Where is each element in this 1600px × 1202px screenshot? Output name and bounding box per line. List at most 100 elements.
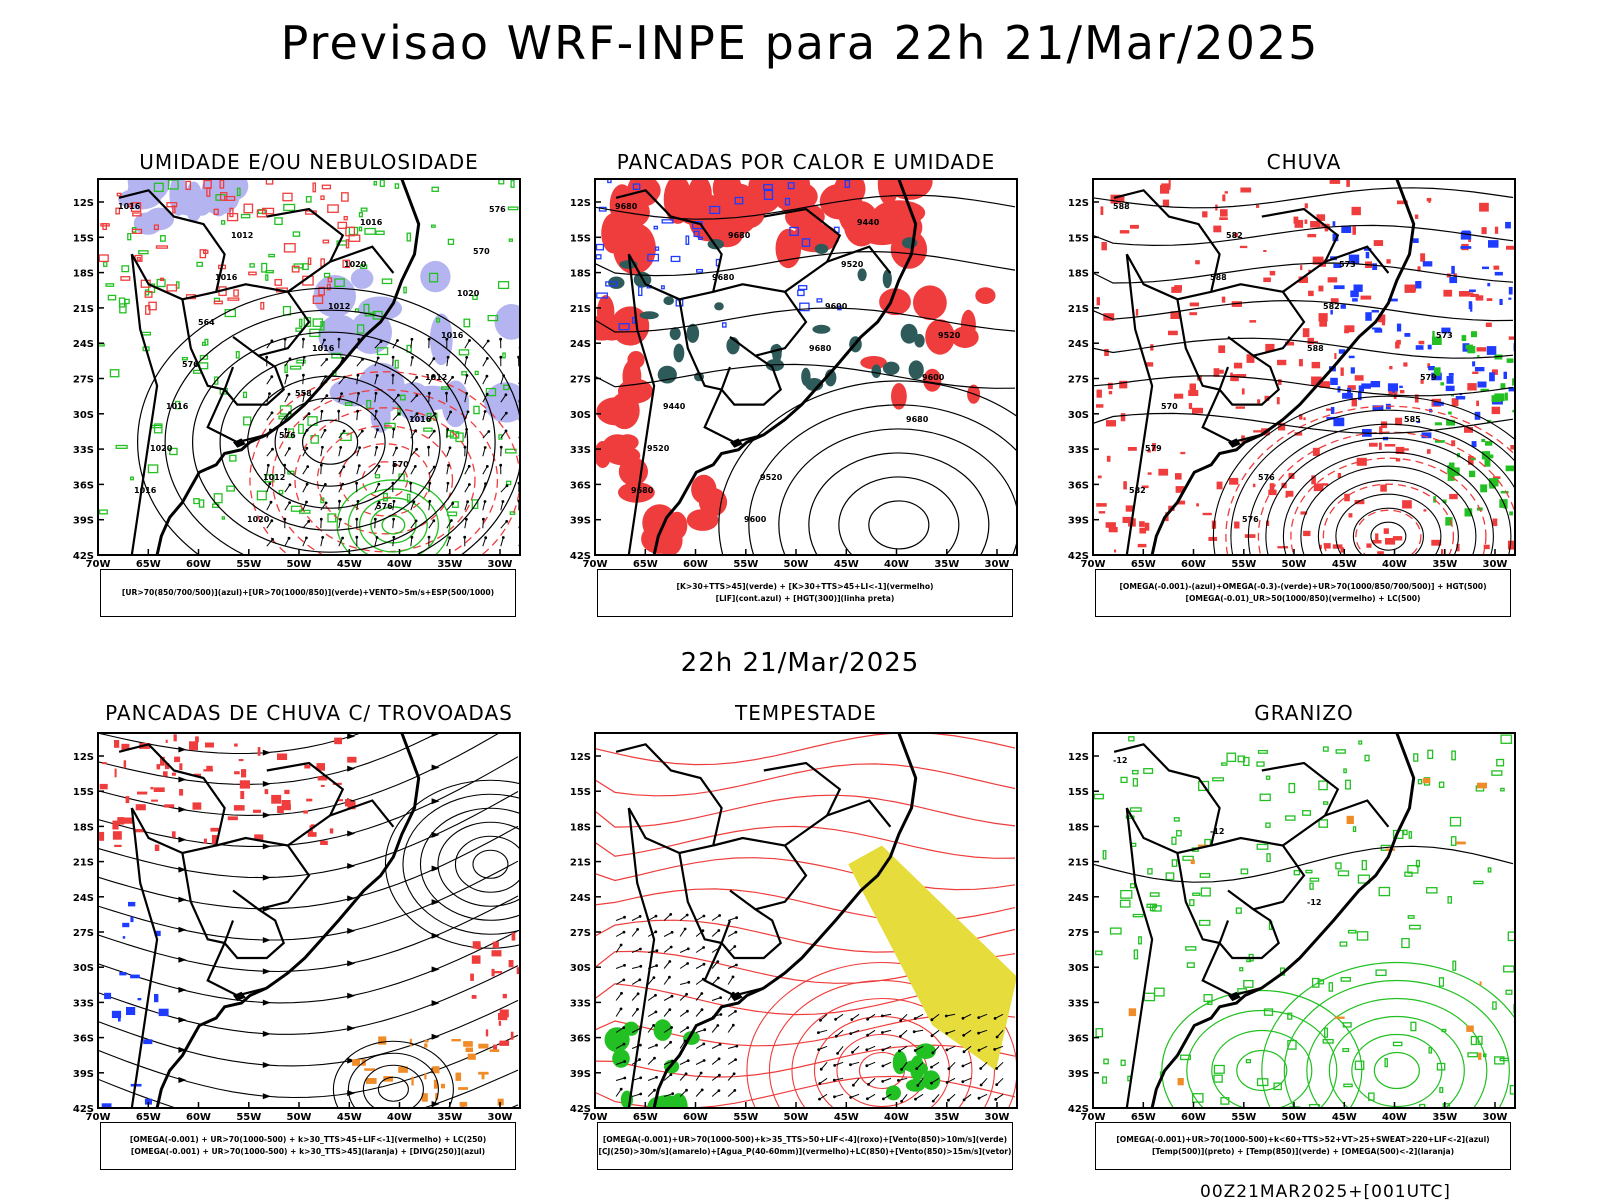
humidity-low-levels xyxy=(98,344,104,346)
wind-vector-head xyxy=(358,464,361,467)
wind-vector-head xyxy=(380,340,383,343)
temp850-contour xyxy=(1155,988,1164,996)
wind-vector-head xyxy=(732,976,735,979)
wind-vector-head xyxy=(271,538,274,541)
rain-rh50 xyxy=(1203,513,1212,515)
wind-vector-head xyxy=(337,410,340,413)
humidity-low-levels xyxy=(464,319,470,327)
humidity-low-levels xyxy=(269,255,275,257)
rain-rh50 xyxy=(1190,303,1199,307)
lat-label: 36S xyxy=(73,480,94,491)
contour-label: 1016 xyxy=(118,202,141,211)
wind-vector-head xyxy=(397,394,400,397)
rain-rh50 xyxy=(1300,265,1302,270)
wind-vector-head xyxy=(428,536,431,539)
omega-blue xyxy=(1460,246,1471,249)
wind-vector-head xyxy=(620,944,623,947)
rain-rh50 xyxy=(1278,379,1282,385)
contour-label: 570 xyxy=(392,460,409,469)
contour-label: 1012 xyxy=(328,302,350,311)
wind-vector-head xyxy=(703,1028,706,1031)
convective-instability-teal xyxy=(871,364,881,378)
humidity-low-levels xyxy=(244,417,251,425)
storm-red xyxy=(174,757,180,763)
rain-rh50 xyxy=(1242,388,1245,394)
omega-blue xyxy=(1505,222,1511,229)
wind-vector-head xyxy=(446,428,449,431)
wind-vector-head xyxy=(288,447,291,450)
rain-rh50 xyxy=(1420,253,1425,261)
convective-instability-red xyxy=(975,287,995,304)
streamline-arrow xyxy=(263,1031,271,1037)
rain-rh50 xyxy=(1305,220,1308,224)
rain-rh50 xyxy=(1380,485,1387,492)
omega500-orange xyxy=(1335,1017,1345,1019)
omega-blue xyxy=(1446,386,1455,391)
storm-red xyxy=(234,805,245,811)
humidity-high-levels xyxy=(495,304,529,340)
rain-rh50 xyxy=(1190,384,1197,392)
storm-red xyxy=(99,832,104,841)
streamline-arrow xyxy=(432,765,440,771)
storm-orange xyxy=(352,1059,360,1066)
humidity-low-levels xyxy=(106,284,114,286)
wind-vector-head xyxy=(636,928,639,931)
rain-rh50 xyxy=(1234,522,1239,529)
lat-label: 36S xyxy=(1068,1034,1089,1045)
rain-rh50 xyxy=(1270,271,1276,276)
divergence-blue xyxy=(138,998,142,1000)
panel-title: CHUVA xyxy=(1089,150,1519,174)
lifted-index-contour xyxy=(697,270,703,273)
wind-vector-head xyxy=(655,964,658,967)
wind-vector-head xyxy=(866,1018,869,1021)
rain-rh50 xyxy=(1424,509,1427,511)
convective-instability-teal xyxy=(640,311,659,319)
temp850-contour xyxy=(1501,788,1504,790)
lat-label: 15S xyxy=(570,787,591,798)
lat-label: 36S xyxy=(570,1034,591,1045)
storm-red xyxy=(172,773,176,776)
country-border xyxy=(225,356,284,405)
rain-rh50 xyxy=(1386,259,1390,263)
omega-green xyxy=(1512,378,1522,385)
rain-rh50 xyxy=(1384,528,1389,534)
wind-vector-head xyxy=(271,339,274,342)
rain-rh50 xyxy=(1234,363,1242,369)
rain-rh50 xyxy=(1109,391,1112,394)
wind-vector-head xyxy=(899,1019,902,1022)
streamline-arrow xyxy=(347,863,355,869)
temp850-contour xyxy=(1259,751,1268,754)
humidity-low-levels xyxy=(279,491,283,494)
storm-orange xyxy=(458,1087,468,1090)
humidity-low-levels xyxy=(299,424,304,433)
wind-vector-head xyxy=(819,1019,822,1022)
wind-vector-head xyxy=(306,429,309,432)
wind-vector-head xyxy=(930,1082,933,1085)
rain-rh50 xyxy=(1385,444,1396,447)
thickness-contour xyxy=(328,205,338,212)
omega500-orange xyxy=(1178,1078,1184,1085)
wind-vector-head xyxy=(719,996,722,999)
wind-vector-head xyxy=(465,518,468,521)
wind-vector-head xyxy=(702,1043,705,1046)
panel-legend: [OMEGA(-0.001)+UR>70(1000-500)+k>35_TTS>… xyxy=(597,1122,1013,1170)
humidity-low-levels xyxy=(161,236,166,241)
storm-orange xyxy=(366,1078,377,1084)
map-panel: 1016101610161016101610121012101210201020… xyxy=(62,179,534,575)
wind-vector-head xyxy=(685,993,688,996)
legend-line: [CJ(250)>30m/s](amarelo)+[Agua_P(40-60mm… xyxy=(598,1146,1011,1158)
convective-instability-red xyxy=(609,392,639,429)
wind-vector-head xyxy=(320,518,323,521)
temp850-contour xyxy=(1214,1075,1222,1082)
storm-red xyxy=(136,804,146,810)
divergence-blue xyxy=(102,1103,112,1110)
wind-vector-head xyxy=(652,1024,655,1027)
contour-label: 9680 xyxy=(712,273,735,282)
wind-vector-head xyxy=(996,1036,999,1039)
temp850-contour xyxy=(1349,931,1356,933)
omega-blue xyxy=(1478,382,1487,388)
wind-vector-head xyxy=(339,518,342,521)
wind-vector-head xyxy=(817,1031,820,1034)
omega-blue xyxy=(1350,291,1359,298)
wind-vector-head xyxy=(324,429,327,432)
